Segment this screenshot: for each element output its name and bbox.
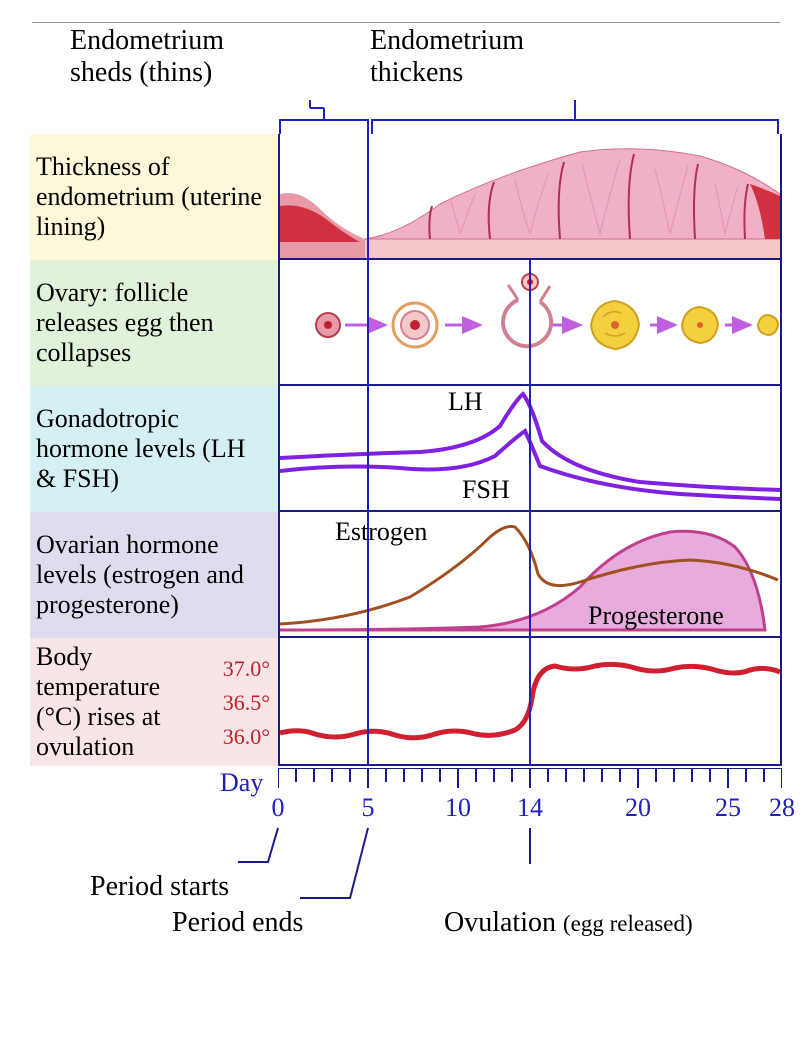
panel-chart-temperature: [278, 638, 782, 766]
xaxis-label-day: Day: [220, 768, 263, 798]
xaxis-tick-label: 5: [362, 793, 375, 823]
panel-chart-ovarian: Estrogen Progesterone: [278, 512, 782, 638]
temp-tick: 37.0°: [223, 656, 270, 681]
panel-label: Body temperature (°C) rises at ovulation…: [30, 638, 278, 766]
temp-tick: 36.5°: [223, 690, 270, 715]
endometrium-drawing: [280, 134, 780, 258]
fsh-label: FSH: [462, 475, 510, 504]
xaxis-tick-label: 0: [272, 793, 285, 823]
text-line: sheds (thins): [70, 57, 212, 88]
gonadotropic-curves: LH FSH: [280, 386, 780, 510]
xaxis: 0 5 10 14 20 25 28: [278, 768, 782, 828]
text-line: Endometrium: [370, 25, 524, 56]
xaxis-tick-label: 10: [445, 793, 471, 823]
ovulation-subtext: (egg released): [563, 911, 693, 936]
panel-chart-endometrium: [278, 134, 782, 260]
panel-temperature: Body temperature (°C) rises at ovulation…: [30, 638, 782, 766]
progesterone-label: Progesterone: [588, 601, 724, 630]
panel-chart-ovary: [278, 260, 782, 386]
endometrium-sheds-label: Endometrium sheds (thins): [70, 25, 224, 89]
temp-y-ticks: 37.0° 36.5° 36.0°: [218, 638, 274, 766]
ovulation-label: Ovulation (egg released): [444, 907, 693, 939]
top-rule: [32, 22, 780, 23]
panels: Thickness of endometrium (uterine lining…: [30, 134, 782, 766]
period-ends-label: Period ends: [172, 907, 303, 939]
xaxis-tick-label: 28: [769, 793, 795, 823]
period-starts-label: Period starts: [90, 871, 229, 903]
menstrual-cycle-diagram: Endometrium sheds (thins) Endometrium th…: [0, 0, 812, 1064]
estrogen-label: Estrogen: [335, 517, 427, 546]
ovary-drawing: [280, 260, 780, 384]
temperature-curve: [280, 638, 780, 764]
panel-gonadotropic: Gonadotropic hormone levels (LH & FSH) L…: [30, 386, 782, 512]
ovarian-curves: Estrogen Progesterone: [280, 512, 780, 636]
ovulation-text: Ovulation: [444, 907, 556, 938]
panel-label: Thickness of endometrium (uterine lining…: [30, 134, 278, 260]
panel-ovarian: Ovarian hormone levels (estrogen and pro…: [30, 512, 782, 638]
panel-endometrium: Thickness of endometrium (uterine lining…: [30, 134, 782, 260]
panel-label: Gonadotropic hormone levels (LH & FSH): [30, 386, 278, 512]
temp-label-text: Body temperature (°C) rises at ovulation: [36, 642, 211, 762]
panel-label: Ovary: follicle releases egg then collap…: [30, 260, 278, 386]
panel-label: Ovarian hormone levels (estrogen and pro…: [30, 512, 278, 638]
panel-ovary: Ovary: follicle releases egg then collap…: [30, 260, 782, 386]
xaxis-tick-label: 14: [517, 793, 543, 823]
xaxis-tick-label: 20: [625, 793, 651, 823]
text-line: Endometrium: [70, 25, 224, 56]
text-line: thickens: [370, 57, 463, 88]
temp-tick: 36.0°: [223, 724, 270, 749]
endometrium-thickens-label: Endometrium thickens: [370, 25, 524, 89]
panel-chart-gonadotropic: LH FSH: [278, 386, 782, 512]
lh-label: LH: [448, 387, 483, 416]
xaxis-tick-label: 25: [715, 793, 741, 823]
